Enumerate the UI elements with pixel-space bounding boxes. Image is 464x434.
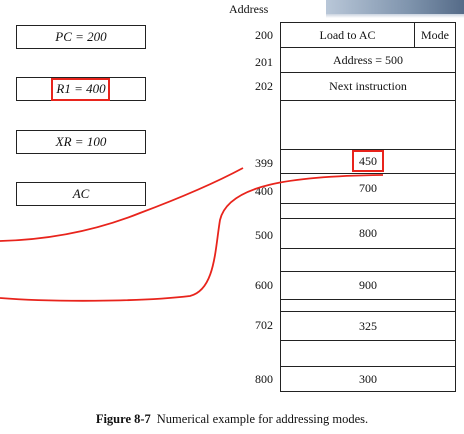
memory-cell-200: Load to AC Mode (280, 22, 456, 47)
memory-cell-800: 300 (280, 366, 456, 392)
memory-cell-200-mode: Mode (414, 23, 455, 47)
figure-caption-text: Numerical example for addressing modes. (156, 412, 369, 426)
memory-cell-702: 325 (280, 311, 456, 340)
address-label: 500 (255, 228, 273, 242)
figure-caption-label: Figure 8-7 (95, 412, 151, 426)
address-label: 200 (255, 28, 273, 42)
memory-cell-600: 900 (280, 271, 456, 299)
memory-cell-201: Address = 500 (280, 47, 456, 72)
video-thumbnail-fade (326, 14, 464, 18)
memory-cell-202: Next instruction (280, 72, 456, 100)
register-pc-label: PC = 200 (55, 29, 107, 44)
register-xr-label: XR = 100 (55, 134, 107, 149)
register-r1: R1 = 400 (16, 77, 146, 101)
register-pc: PC = 200 (16, 25, 146, 49)
memory-cell-blank (280, 248, 456, 271)
memory-cell-500: 800 (280, 218, 456, 248)
figure-caption: Figure 8-7 Numerical example for addressi… (0, 412, 464, 427)
address-label: 201 (255, 55, 273, 69)
address-label: 800 (255, 372, 273, 386)
memory-cell-text: 325 (359, 318, 377, 333)
memory-cell-text: 900 (359, 278, 377, 292)
memory-cell-text: 300 (359, 371, 377, 386)
memory-cell-text: Next instruction (329, 79, 407, 93)
address-label: 202 (255, 79, 273, 93)
memory-cell-400: 700 (280, 173, 456, 203)
address-label: 600 (255, 278, 273, 292)
memory-cell-text: 800 (359, 226, 377, 240)
memory-cell-blank (280, 203, 456, 218)
address-label: 702 (255, 318, 273, 332)
memory-cell-blank (280, 340, 456, 366)
memory-cell-200-instruction: Load to AC (319, 27, 376, 42)
register-r1-label: R1 = 400 (56, 81, 106, 96)
address-header: Address (229, 2, 269, 16)
memory-cell-text: 450 (359, 154, 377, 168)
address-label: 400 (255, 184, 273, 198)
memory-cell-blank (280, 100, 456, 149)
memory-cell-text: Address = 500 (332, 52, 404, 67)
video-thumbnail-corner (326, 0, 464, 14)
memory-cell-text: 700 (359, 181, 377, 195)
register-xr: XR = 100 (16, 130, 146, 154)
address-label: 399 (255, 156, 273, 170)
register-ac: AC (16, 182, 146, 206)
memory-cell-blank (280, 299, 456, 311)
memory-cell-399: 450 (280, 149, 456, 173)
register-ac-label: AC (72, 186, 90, 201)
